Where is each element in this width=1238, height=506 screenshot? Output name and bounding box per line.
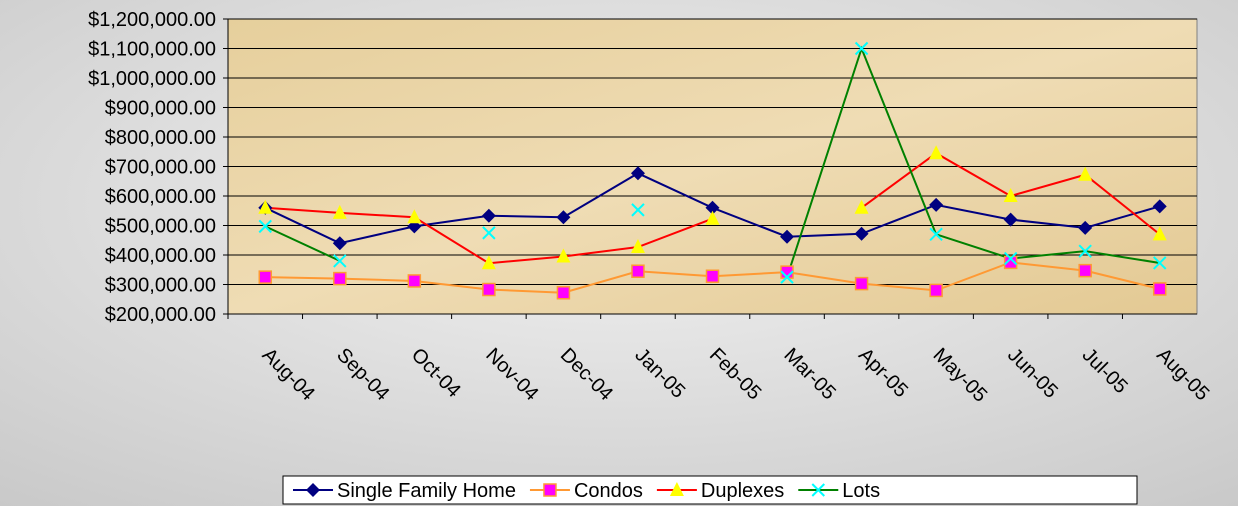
marker bbox=[1152, 199, 1167, 214]
marker bbox=[669, 482, 684, 496]
y-tick-label: $500,000.00 bbox=[105, 216, 216, 238]
y-tick-label: $1,100,000.00 bbox=[88, 39, 216, 61]
marker bbox=[811, 483, 825, 497]
marker bbox=[705, 200, 720, 215]
marker bbox=[481, 208, 496, 223]
marker bbox=[556, 210, 571, 225]
marker bbox=[1153, 256, 1167, 270]
marker bbox=[258, 270, 273, 284]
marker bbox=[929, 145, 944, 160]
marker bbox=[929, 197, 944, 212]
marker bbox=[854, 199, 869, 214]
marker bbox=[1152, 282, 1167, 296]
marker bbox=[482, 282, 496, 297]
marker bbox=[1003, 188, 1018, 202]
marker bbox=[1078, 166, 1093, 181]
marker bbox=[705, 210, 720, 225]
marker bbox=[481, 255, 496, 270]
marker bbox=[1003, 255, 1018, 270]
marker bbox=[1152, 226, 1167, 241]
legend-label: Duplexes bbox=[701, 480, 784, 502]
marker bbox=[332, 236, 347, 251]
marker bbox=[306, 483, 320, 497]
marker bbox=[556, 248, 571, 263]
marker bbox=[258, 199, 273, 214]
marker bbox=[1078, 263, 1092, 278]
marker bbox=[631, 264, 645, 278]
y-tick-label: $200,000.00 bbox=[105, 304, 216, 326]
series-line bbox=[264, 45, 1160, 278]
legend bbox=[282, 475, 1138, 505]
marker bbox=[1078, 244, 1092, 258]
marker bbox=[556, 286, 571, 300]
marker bbox=[631, 203, 645, 217]
marker bbox=[258, 219, 272, 234]
marker bbox=[332, 204, 347, 219]
marker bbox=[333, 271, 347, 286]
y-tick-label: $400,000.00 bbox=[105, 245, 216, 267]
y-tick-label: $800,000.00 bbox=[105, 127, 216, 149]
legend-label: Single Family Home bbox=[337, 480, 516, 502]
y-tick-label: $900,000.00 bbox=[105, 98, 216, 120]
y-tick-label: $1,200,000.00 bbox=[88, 9, 216, 31]
marker bbox=[543, 483, 557, 497]
marker bbox=[705, 269, 720, 283]
marker bbox=[780, 229, 795, 244]
marker bbox=[854, 41, 869, 56]
marker bbox=[333, 254, 347, 268]
marker bbox=[630, 239, 645, 254]
y-tick-label: $1,000,000.00 bbox=[88, 68, 216, 90]
marker bbox=[1078, 220, 1093, 235]
marker bbox=[1003, 212, 1018, 227]
marker bbox=[854, 226, 869, 241]
marker bbox=[407, 209, 422, 224]
marker bbox=[929, 227, 943, 242]
marker bbox=[407, 274, 422, 288]
legend-label: Condos bbox=[574, 480, 643, 502]
marker bbox=[854, 276, 869, 291]
y-tick-label: $600,000.00 bbox=[105, 186, 216, 208]
marker bbox=[929, 283, 943, 298]
y-tick-label: $700,000.00 bbox=[105, 157, 216, 179]
marker bbox=[1003, 251, 1018, 266]
y-tick-label: $300,000.00 bbox=[105, 275, 216, 297]
marker bbox=[780, 270, 794, 284]
marker bbox=[482, 226, 496, 240]
marker bbox=[630, 166, 645, 181]
legend-label: Lots bbox=[842, 480, 880, 502]
